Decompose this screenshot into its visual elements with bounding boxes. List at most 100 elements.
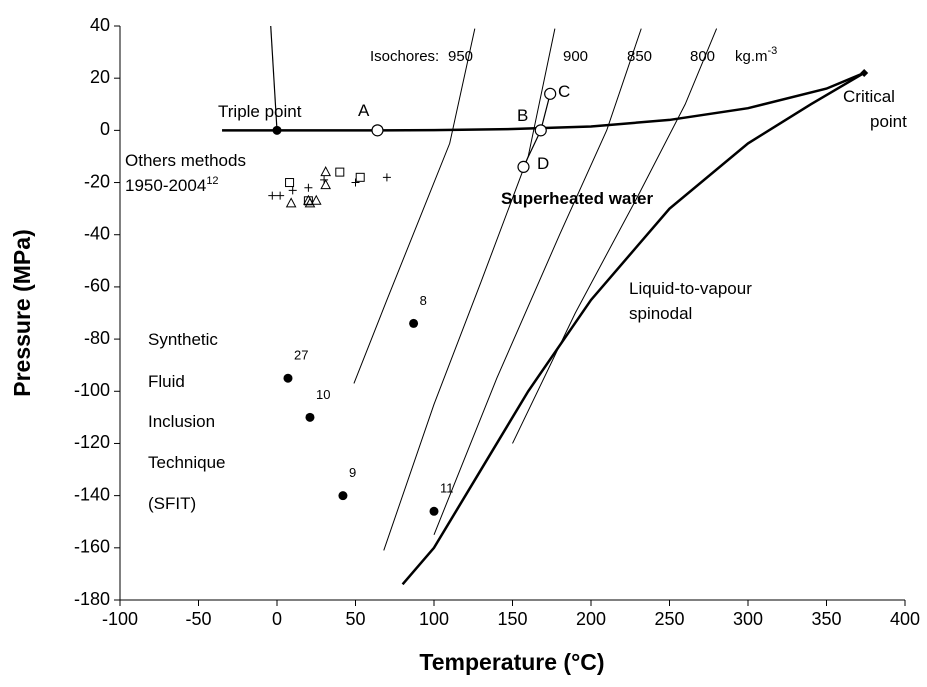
annotation-text: Inclusion (148, 412, 215, 431)
annotation: 850 (627, 48, 652, 65)
point (310, 194, 322, 205)
annotation: 800 (690, 48, 715, 65)
point (283, 373, 293, 383)
y-tick-label: -180 (74, 589, 110, 609)
annotation: Others methods (125, 151, 246, 170)
x-tick-label: 400 (890, 609, 920, 629)
point-label: 8 (420, 293, 427, 308)
point-label: 9 (349, 465, 356, 480)
y-tick-label: -80 (84, 328, 110, 348)
annotation-text: Others methods (125, 151, 246, 170)
point (285, 197, 297, 208)
annotation: 950 (448, 48, 473, 65)
point (534, 124, 547, 137)
x-tick-label: 0 (272, 609, 282, 629)
y-axis-label: Pressure (MPa) (9, 229, 35, 396)
annotation-text: Liquid-to-vapour (629, 279, 752, 298)
point (351, 178, 360, 187)
annotation: A (358, 101, 370, 120)
annotation: Triple point (218, 102, 302, 121)
annotation-text: 950 (448, 48, 473, 65)
annotation: 900 (563, 48, 588, 65)
annotation: C (558, 82, 570, 101)
point (285, 178, 295, 188)
x-tick-label: -50 (185, 609, 211, 629)
point (517, 160, 530, 173)
annotation-text: Superheated water (501, 189, 653, 208)
point (304, 183, 313, 192)
annotation-text: Critical (843, 87, 895, 106)
annotation-text: A (358, 101, 370, 120)
point-label: 10 (316, 387, 330, 402)
x-tick-label: -100 (102, 609, 138, 629)
x-tick-label: 100 (419, 609, 449, 629)
curve (383, 28, 556, 551)
annotation-text: Technique (148, 453, 226, 472)
y-tick-label: 20 (90, 67, 110, 87)
annotation: Liquid-to-vapour (629, 279, 752, 298)
annotation: Inclusion (148, 412, 215, 431)
y-tick-label: -60 (84, 276, 110, 296)
annotation-sup: -3 (768, 45, 778, 57)
annotation-text: Synthetic (148, 330, 218, 349)
point (320, 179, 332, 190)
annotation: Isochores: (370, 48, 439, 65)
annotation: Superheated water (501, 189, 653, 208)
annotation: spinodal (629, 304, 692, 323)
annotation-text: Triple point (218, 102, 302, 121)
y-tick-label: -160 (74, 537, 110, 557)
annotation-text: C (558, 82, 570, 101)
point (276, 191, 285, 200)
curve (353, 28, 476, 384)
curve (512, 28, 718, 444)
annotation: Synthetic (148, 330, 218, 349)
point (371, 124, 384, 137)
annotation-text: 850 (627, 48, 652, 65)
x-tick-label: 200 (576, 609, 606, 629)
annotation: Technique (148, 453, 226, 472)
annotation-text: 1950-2004 (125, 176, 206, 195)
point (335, 167, 345, 177)
annotation: point (870, 112, 907, 131)
annotation: Fluid (148, 372, 185, 391)
point (305, 412, 315, 422)
point (338, 491, 348, 501)
y-tick-label: -100 (74, 380, 110, 400)
annotation-text: 900 (563, 48, 588, 65)
annotation-text: D (537, 154, 549, 173)
x-axis-label: Temperature (°C) (419, 649, 604, 675)
curve (222, 71, 865, 132)
curve (433, 28, 642, 535)
y-tick-label: -40 (84, 223, 110, 243)
y-tick-label: 40 (90, 15, 110, 35)
x-tick-label: 150 (497, 609, 527, 629)
point (544, 87, 557, 100)
x-tick-label: 350 (811, 609, 841, 629)
point (429, 506, 439, 516)
point (382, 173, 391, 182)
point (320, 175, 329, 184)
annotation-text: 800 (690, 48, 715, 65)
x-tick-label: 50 (345, 609, 365, 629)
point (409, 318, 419, 328)
point (288, 186, 297, 195)
annotation: B (517, 106, 528, 125)
annotation: D (537, 154, 549, 173)
annotation-text: Fluid (148, 372, 185, 391)
curve (401, 71, 865, 586)
x-tick-label: 300 (733, 609, 763, 629)
y-tick-label: 0 (100, 119, 110, 139)
y-tick-label: -20 (84, 171, 110, 191)
curve (270, 25, 278, 131)
y-tick-label: -140 (74, 484, 110, 504)
annotation-text: kg.m (735, 48, 768, 65)
annotation-text: spinodal (629, 304, 692, 323)
point (272, 125, 282, 135)
point (355, 172, 365, 182)
annotation: Critical (843, 87, 895, 106)
annotation-text: Isochores: (370, 48, 439, 65)
annotation: (SFIT) (148, 494, 196, 513)
annotation: 1950-200412 (125, 175, 219, 196)
annotation-text: (SFIT) (148, 494, 196, 513)
